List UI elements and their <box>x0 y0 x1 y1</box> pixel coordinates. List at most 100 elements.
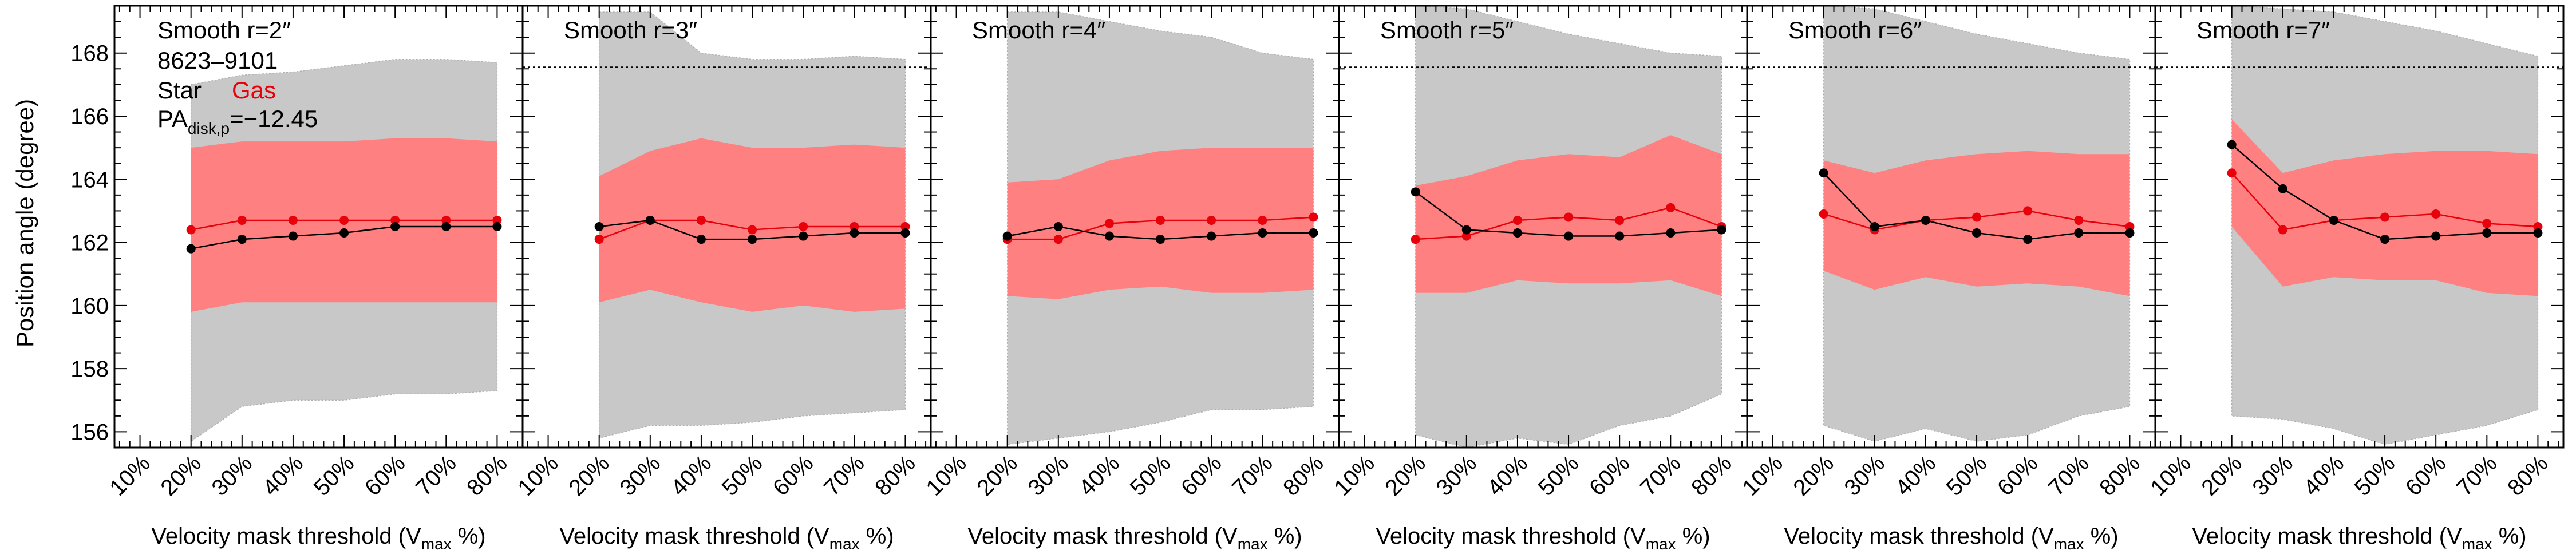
pa-value: =−12.45 <box>230 105 318 132</box>
x-axis-label-subscript: max <box>421 535 452 553</box>
pa-disk-label: PAdisk,p=−12.45 <box>157 105 318 137</box>
gas-series-point <box>1156 215 1165 225</box>
y-tick-label: 160 <box>70 294 109 319</box>
gas-series-point <box>2533 222 2543 231</box>
star-series-point <box>1972 228 1982 238</box>
star-series-point <box>1461 225 1471 235</box>
star-series-point <box>237 235 247 244</box>
x-axis-label-subscript: max <box>2054 535 2084 553</box>
x-axis-label-main: Velocity mask threshold (V <box>559 524 829 549</box>
panel-title: Smooth r=6″ <box>1788 17 1922 43</box>
gas-series-point <box>2023 206 2033 216</box>
gas-series-point <box>1666 203 1676 212</box>
panel-title: Smooth r=3″ <box>564 17 697 43</box>
star-series-point <box>1207 231 1216 241</box>
star-series-point <box>1156 235 1165 244</box>
x-axis-label-subscript: max <box>1646 535 1676 553</box>
gas-uncertainty-band <box>599 138 906 312</box>
star-series-point <box>288 231 298 241</box>
star-series-point <box>696 235 706 244</box>
star-series-point <box>1870 222 1879 231</box>
x-axis-label: Velocity mask threshold (Vmax %) <box>151 524 485 553</box>
gas-series-point <box>696 215 706 225</box>
star-series-point <box>850 228 859 238</box>
gas-series-point <box>2125 222 2135 231</box>
legend-star: Star <box>157 77 202 104</box>
x-axis-label-tail: %) <box>2492 524 2527 549</box>
star-series-point <box>441 222 451 231</box>
star-series-point <box>645 215 655 225</box>
y-tick-label: 164 <box>70 167 109 192</box>
x-axis-label-tail: %) <box>452 524 486 549</box>
x-axis-label-subscript: max <box>829 535 860 553</box>
panel-plot-area <box>186 58 502 442</box>
star-series-point <box>1104 231 1114 241</box>
gas-series-point <box>441 215 451 225</box>
star-series-point <box>1512 228 1522 238</box>
panel-plot-area <box>1339 6 1747 448</box>
gas-series-point <box>1564 212 1574 222</box>
star-series-point <box>1921 215 1930 225</box>
star-series-point <box>1002 231 1012 241</box>
star-series-point <box>1819 168 1828 178</box>
star-series-point <box>1053 222 1063 231</box>
gas-series-point <box>1461 231 1471 241</box>
gas-series-point <box>1104 219 1114 228</box>
star-series-point <box>799 231 808 241</box>
gas-series-point <box>1258 215 1267 225</box>
panel-title: Smooth r=2″ <box>157 17 291 43</box>
panel-plot-area <box>523 11 931 439</box>
star-series-point <box>2380 235 2390 244</box>
gas-series-point <box>1615 215 1625 225</box>
star-series-point <box>1309 228 1318 238</box>
y-tick-label: 162 <box>70 231 109 256</box>
pa-prefix: PA <box>157 105 188 132</box>
legend-gas: Gas <box>232 77 276 104</box>
star-series-point <box>1411 187 1420 197</box>
x-axis-label-main: Velocity mask threshold (V <box>967 524 1238 549</box>
y-axis-label: Position angle (degree) <box>11 99 38 347</box>
panel-title: Smooth r=4″ <box>972 17 1105 43</box>
star-series-point <box>594 222 604 231</box>
gas-series-point <box>237 215 247 225</box>
gas-uncertainty-band <box>191 138 497 312</box>
x-axis-label-tail: %) <box>2084 524 2119 549</box>
x-axis-label-subscript: max <box>2462 535 2492 553</box>
gas-series-point <box>850 222 859 231</box>
panel-5: 10% 20% 30% 40% 50% 60% 70% 80%Velocity mask th… <box>1737 5 2156 553</box>
star-series-point <box>748 235 757 244</box>
x-axis-label-main: Velocity mask threshold (V <box>1376 524 1646 549</box>
x-axis-label: Velocity mask threshold (Vmax %) <box>967 524 1302 553</box>
x-axis-label: Velocity mask threshold (Vmax %) <box>1376 524 1710 553</box>
star-series-point <box>2074 228 2084 238</box>
gas-series-point <box>1309 212 1318 222</box>
x-axis-label: Velocity mask threshold (Vmax %) <box>1784 524 2118 553</box>
gas-series-point <box>2380 212 2390 222</box>
x-axis-label-tail: %) <box>1268 524 1302 549</box>
gas-series-point <box>748 225 757 235</box>
star-series-point <box>2278 184 2287 193</box>
star-series-point <box>1615 231 1625 241</box>
gas-series-point <box>2482 219 2492 228</box>
x-axis-label-main: Velocity mask threshold (V <box>151 524 421 549</box>
star-series-point <box>186 244 196 254</box>
gas-series-point <box>339 215 349 225</box>
gas-series-point <box>799 222 808 231</box>
panel-title: Smooth r=5″ <box>1380 17 1514 43</box>
y-tick-label: 156 <box>70 420 109 445</box>
gas-series-point <box>288 215 298 225</box>
star-series-point <box>2329 215 2338 225</box>
y-tick-label: 168 <box>70 41 109 66</box>
gas-series-point <box>900 222 910 231</box>
star-series-point <box>1258 228 1267 238</box>
star-series-point <box>339 228 349 238</box>
gas-series-point <box>2227 168 2237 178</box>
gas-series-point <box>2431 209 2441 219</box>
gas-series-point <box>594 235 604 244</box>
panel-title: Smooth r=7″ <box>2196 17 2330 43</box>
panel-2: 10% 20% 30% 40% 50% 60% 70% 80%Velocity mask th… <box>513 5 932 553</box>
star-series-point <box>1717 225 1726 235</box>
gas-series-point <box>186 225 196 235</box>
star-series-point <box>900 228 910 238</box>
